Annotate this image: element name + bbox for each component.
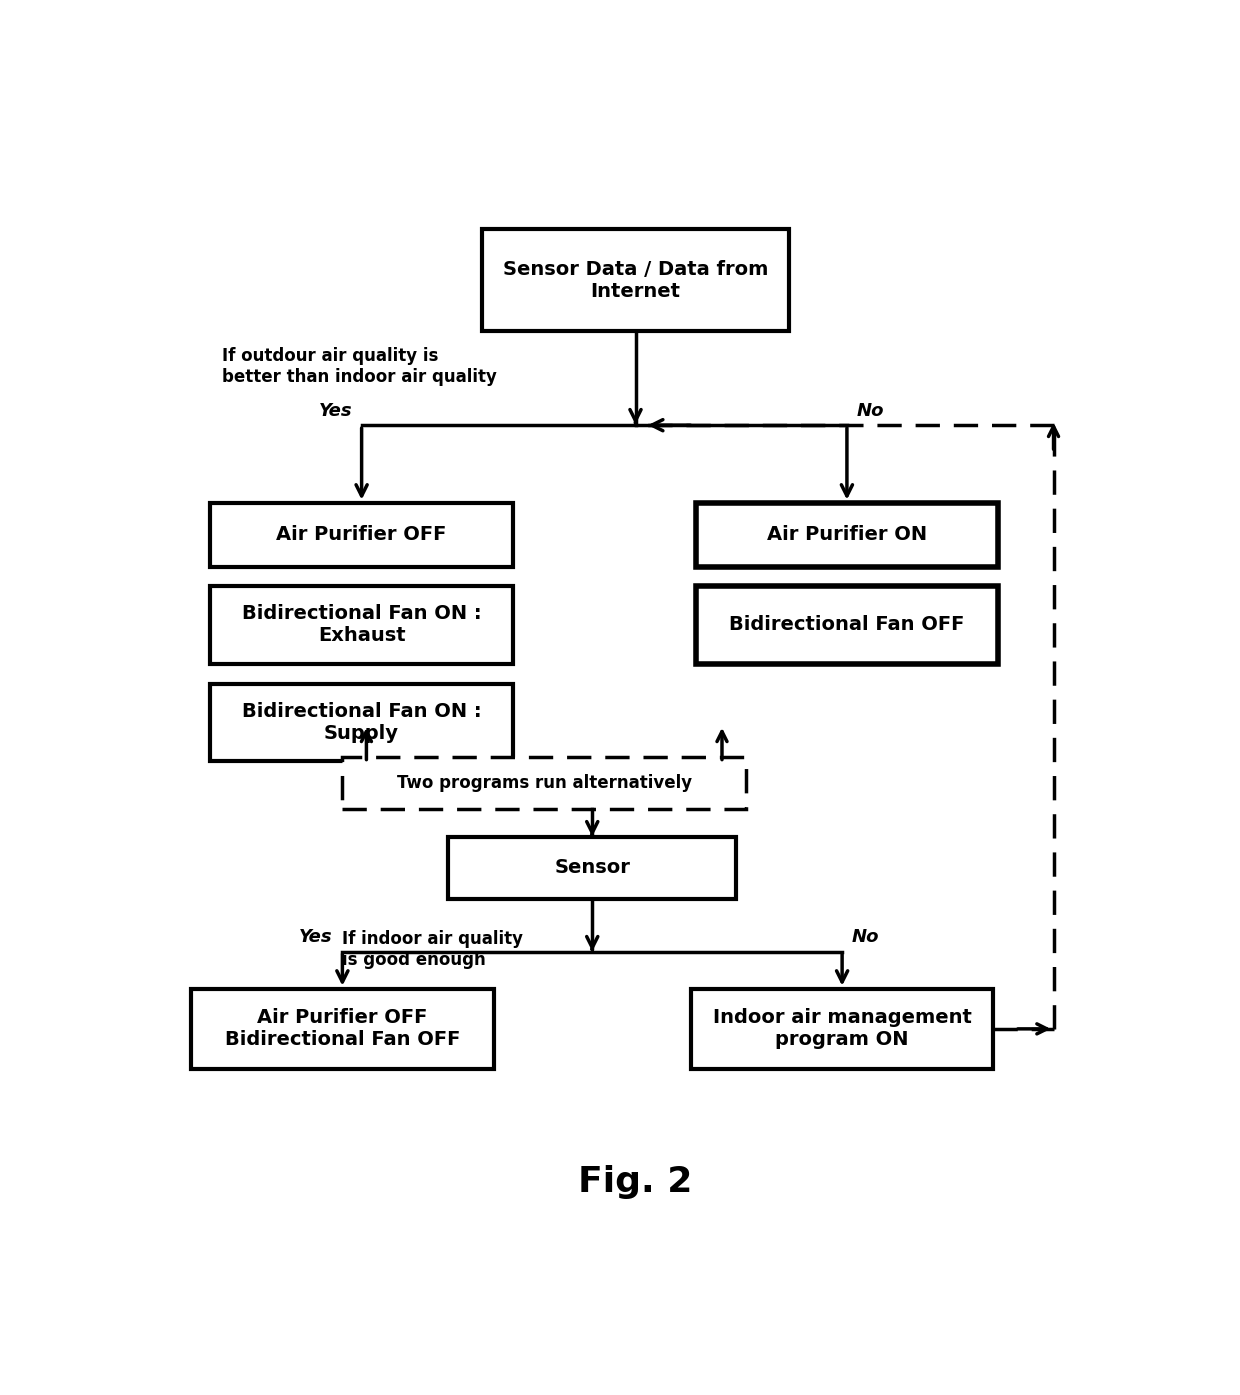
Text: No: No	[852, 928, 879, 946]
Text: Indoor air management
program ON: Indoor air management program ON	[713, 1009, 972, 1049]
FancyBboxPatch shape	[211, 586, 513, 664]
Text: Yes: Yes	[299, 928, 332, 946]
FancyBboxPatch shape	[342, 757, 746, 809]
FancyBboxPatch shape	[191, 989, 494, 1069]
Text: Sensor Data / Data from
Internet: Sensor Data / Data from Internet	[502, 259, 769, 301]
Text: If indoor air quality
is good enough: If indoor air quality is good enough	[342, 930, 523, 968]
Text: Bidirectional Fan ON :
Supply: Bidirectional Fan ON : Supply	[242, 702, 481, 744]
FancyBboxPatch shape	[691, 989, 993, 1069]
Text: Fig. 2: Fig. 2	[578, 1165, 693, 1200]
Text: Sensor: Sensor	[554, 858, 630, 877]
Text: No: No	[857, 402, 884, 420]
Text: Two programs run alternatively: Two programs run alternatively	[397, 774, 692, 792]
Text: Yes: Yes	[319, 402, 352, 420]
FancyBboxPatch shape	[448, 837, 737, 898]
Text: If outdour air quality is
better than indoor air quality: If outdour air quality is better than in…	[222, 347, 497, 385]
FancyBboxPatch shape	[696, 586, 998, 664]
FancyBboxPatch shape	[696, 502, 998, 566]
Text: Bidirectional Fan ON :
Exhaust: Bidirectional Fan ON : Exhaust	[242, 604, 481, 646]
FancyBboxPatch shape	[211, 684, 513, 762]
Text: Air Purifier ON: Air Purifier ON	[766, 526, 928, 544]
FancyBboxPatch shape	[481, 229, 789, 331]
Text: Air Purifier OFF
Bidirectional Fan OFF: Air Purifier OFF Bidirectional Fan OFF	[224, 1009, 460, 1049]
Text: Air Purifier OFF: Air Purifier OFF	[277, 526, 446, 544]
Text: Bidirectional Fan OFF: Bidirectional Fan OFF	[729, 615, 965, 635]
FancyBboxPatch shape	[211, 502, 513, 566]
